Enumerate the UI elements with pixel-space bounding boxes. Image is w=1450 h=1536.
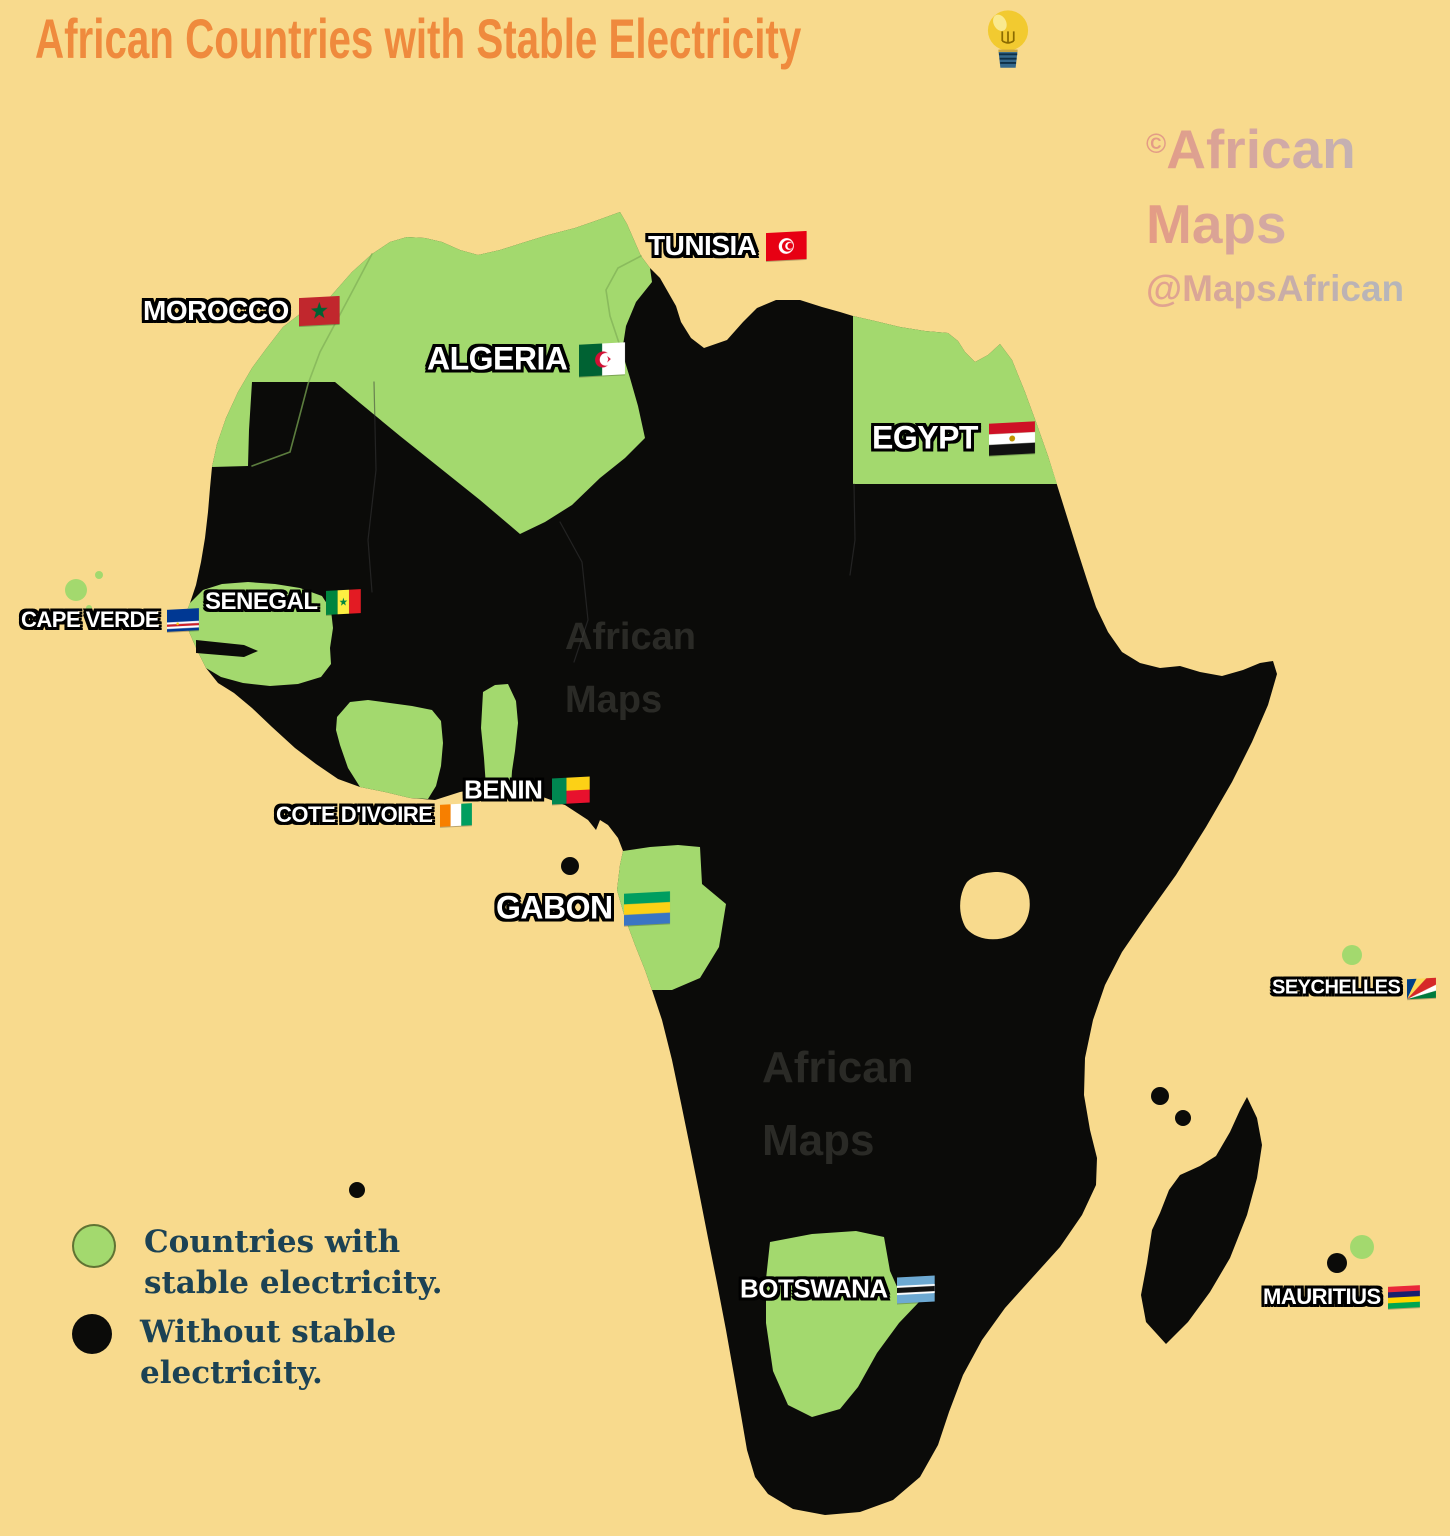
credit-line-2: Maps <box>1146 187 1404 262</box>
credit-watermark: ©African Maps @MapsAfrican <box>1146 112 1404 314</box>
legend: Countries with stable electricity. Withou… <box>72 1222 502 1402</box>
country-name-label: MOROCCO <box>143 295 289 326</box>
maghreb-stable-region <box>212 212 652 534</box>
map-label-seychelles: SEYCHELLES <box>1272 976 1437 1000</box>
map-label-morocco: MOROCCO <box>143 295 340 327</box>
map-label-benin: BENIN <box>464 774 590 806</box>
country-name-label: COTE D'IVOIRE <box>276 802 433 827</box>
page-title: African Countries with Stable Electricit… <box>35 6 801 71</box>
legend-item-unstable: Without stable electricity. <box>72 1312 502 1394</box>
map-label-egypt: EGYPT <box>872 420 1036 457</box>
islands-layer <box>65 571 1374 1273</box>
cote-divoire-flag-icon <box>440 803 472 827</box>
page-title-text: African Countries with Stable Electricit… <box>35 7 802 70</box>
cape-verde-island-3 <box>86 605 92 611</box>
gabon-stable-region <box>617 845 726 990</box>
country-name-label: GABON <box>496 889 613 926</box>
map-label-botswana: BOTSWANA <box>740 1273 935 1305</box>
country-name-label: MAURITIUS <box>1263 1284 1381 1309</box>
egypt-flag-icon <box>989 420 1036 456</box>
botswana-stable-region <box>766 1231 920 1417</box>
comoros-island-1 <box>1151 1087 1169 1105</box>
algeria-flag-icon <box>578 341 626 377</box>
morocco-flag-icon <box>298 295 340 327</box>
light-bulb-icon <box>987 10 1029 68</box>
country-name-label: SEYCHELLES <box>1272 976 1401 999</box>
country-name-label: ALGERIA <box>427 340 568 377</box>
benin-flag-icon <box>551 776 590 804</box>
seychelles-island <box>1342 945 1362 965</box>
map-watermark-2: African Maps <box>762 1043 914 1165</box>
gabon-flag-icon <box>623 890 671 926</box>
saint-helena-island <box>349 1182 365 1198</box>
benin-stable-region <box>481 684 518 787</box>
senegal-flag-icon <box>325 589 361 615</box>
country-name-label: CAPE VERDE <box>21 607 160 632</box>
map-label-cote-divoire: COTE D'IVOIRE <box>276 802 472 828</box>
lake-victoria <box>960 872 1030 940</box>
map-label-mauritius: MAURITIUS <box>1263 1284 1421 1310</box>
senegal-stable-region <box>184 582 333 686</box>
credit-handle: @MapsAfrican <box>1146 264 1404 314</box>
credit-line-1: ©African <box>1146 112 1404 187</box>
copyright-icon: © <box>1146 127 1167 159</box>
legend-item-label: Without stable electricity. <box>140 1313 397 1391</box>
cote-divoire-stable-region <box>336 700 443 799</box>
gambia-unstable-strip <box>196 640 258 657</box>
botswana-flag-icon <box>896 1275 935 1303</box>
cape-verde-island-2 <box>95 571 103 579</box>
egypt-stable-region <box>853 316 1057 484</box>
faint-borders <box>251 253 856 663</box>
map-label-cape-verde: CAPE VERDE <box>21 607 199 633</box>
sao-tome-island <box>561 857 579 875</box>
map-label-algeria: ALGERIA <box>427 340 626 378</box>
africa-continent-silhouette <box>184 212 1277 1515</box>
legend-swatch-stable <box>72 1224 116 1268</box>
country-name-label: TUNISIA <box>648 230 757 261</box>
legend-item-label: Countries with stable electricity. <box>144 1224 443 1301</box>
cape-verde-main-island <box>65 579 87 601</box>
tunisia-flag-icon <box>766 230 807 262</box>
map-label-senegal: SENEGAL <box>205 588 361 616</box>
map-watermark-1: African Maps <box>565 616 696 721</box>
mauritius-flag-icon <box>1388 1285 1421 1309</box>
comoros-island-2 <box>1175 1110 1191 1126</box>
map-label-gabon: GABON <box>496 889 671 927</box>
map-label-tunisia: TUNISIA <box>648 230 807 262</box>
madagascar-silhouette <box>1141 1097 1262 1344</box>
legend-swatch-unstable <box>72 1313 112 1354</box>
country-name-label: BOTSWANA <box>740 1273 888 1304</box>
legend-item-stable: Countries with stable electricity. <box>72 1222 502 1304</box>
reunion-island <box>1327 1253 1347 1273</box>
cape-verde-flag-icon <box>166 608 199 632</box>
country-name-label: EGYPT <box>872 419 978 456</box>
country-name-label: SENEGAL <box>205 588 318 615</box>
seychelles-flag-icon <box>1407 977 1437 999</box>
mauritius-island <box>1350 1235 1374 1259</box>
country-name-label: BENIN <box>464 774 543 805</box>
